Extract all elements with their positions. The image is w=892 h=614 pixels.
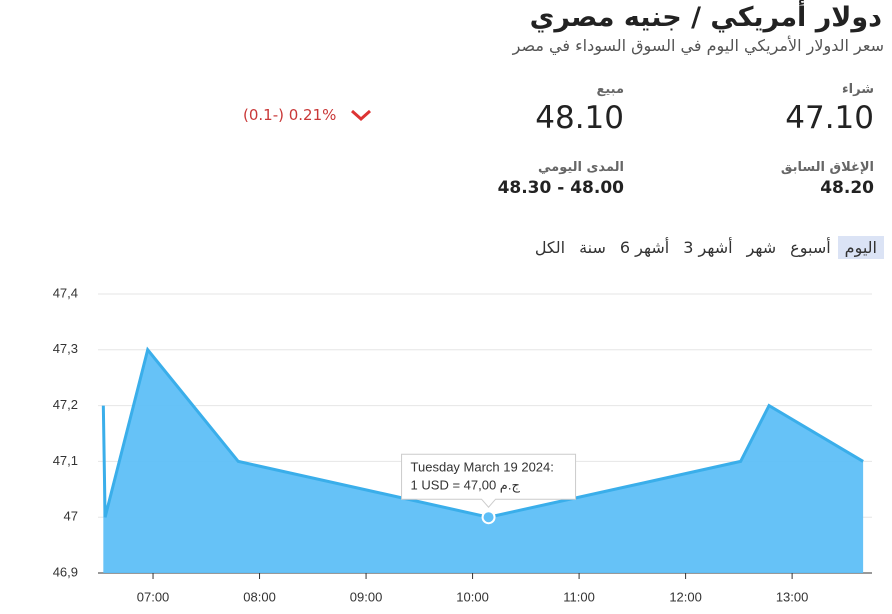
tab[interactable]: 6 أشهر [619, 238, 670, 257]
y-tick-label: 47 [64, 509, 78, 524]
y-tick-label: 47,3 [53, 341, 78, 356]
subtitle: سعر الدولار الأمريكي اليوم في السوق السو… [512, 36, 884, 55]
change: (0.1-) 0.21% [243, 106, 337, 124]
x-tick-label: 08:00 [243, 589, 276, 604]
y-tick-label: 47,4 [53, 285, 78, 300]
tab[interactable]: سنة [579, 238, 606, 257]
y-tick-label: 47,2 [53, 397, 78, 412]
prev-close-value: 48.20 [820, 178, 874, 198]
title: دولار أمريكي / جنيه مصري [529, 2, 882, 33]
tooltip: Tuesday March 19 2024: 1 USD = 47,00 ج.م [401, 453, 577, 508]
x-tick-label: 13:00 [776, 589, 809, 604]
area-fill [103, 349, 864, 573]
prev-close-label: الإغلاق السابق [780, 160, 874, 175]
chart: 46,9 47 47,1 47,2 47,3 47,4 07:00 08:00 09:00 10:… [53, 285, 872, 604]
tab[interactable]: اليوم [837, 236, 884, 259]
area-line [101, 346, 864, 519]
tabs: اليوم أسبوع شهر 3 أشهر 6 أشهر سنة الكل [528, 236, 884, 259]
x-tick-label: 07:00 [137, 589, 170, 604]
x-tick-label: 10:00 [456, 589, 489, 604]
buy-label: شراء [842, 82, 874, 97]
y-tick-label: 46,9 [53, 564, 78, 579]
sell-label: مبيع [596, 82, 624, 97]
x-tick-label: 12:00 [669, 589, 702, 604]
tooltip-date: Tuesday March 19 2024: [411, 460, 554, 475]
hover-point [481, 510, 496, 525]
y-tick-label: 47,1 [53, 453, 78, 468]
tab[interactable]: أسبوع [790, 238, 831, 257]
down-chevron [351, 109, 371, 122]
x-tick-label: 11:00 [563, 589, 595, 604]
tab[interactable]: 3 أشهر [683, 238, 733, 257]
tab[interactable]: الكل [534, 238, 566, 257]
tooltip-box [401, 453, 577, 508]
tab[interactable]: شهر [746, 238, 777, 257]
tooltip-text: 1 USD = 47,00 ج.م [411, 478, 521, 494]
range-value: 48.30 - 48.00 [497, 178, 624, 198]
range-label: المدى اليومي [538, 160, 624, 175]
buy-value: 47.10 [785, 100, 874, 136]
sell-value: 48.10 [535, 100, 624, 136]
x-tick-label: 09:00 [350, 589, 383, 604]
